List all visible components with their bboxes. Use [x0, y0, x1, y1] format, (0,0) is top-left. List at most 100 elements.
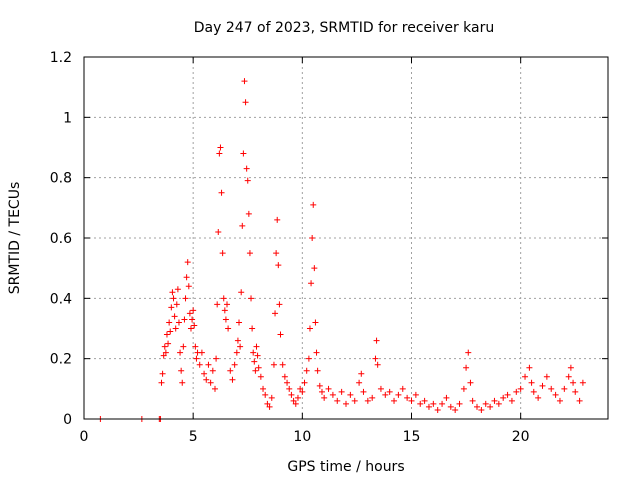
data-point [253, 343, 260, 350]
data-point [264, 400, 271, 407]
data-point [193, 355, 200, 362]
data-point [567, 364, 574, 371]
data-point [463, 364, 470, 371]
data-point [395, 391, 402, 398]
data-point [239, 222, 246, 229]
data-point [191, 322, 198, 329]
data-point [325, 385, 332, 392]
data-point [184, 259, 191, 266]
data-point [221, 307, 228, 314]
data-point [347, 391, 354, 398]
data-point [246, 250, 253, 257]
data-point [374, 361, 381, 368]
data-point [372, 355, 379, 362]
x-tick-label: 0 [80, 429, 89, 445]
data-point [207, 379, 214, 386]
data-point [517, 385, 524, 392]
data-point [179, 379, 186, 386]
data-point [175, 319, 182, 326]
data-point [308, 280, 315, 287]
data-point [447, 403, 454, 410]
data-point [262, 391, 269, 398]
data-point [290, 397, 297, 404]
data-point [561, 385, 568, 392]
data-point [251, 358, 258, 365]
data-point [172, 325, 179, 332]
data-point [178, 367, 185, 374]
data-point [268, 394, 275, 401]
data-point [225, 325, 232, 332]
data-point [169, 289, 176, 296]
data-point [167, 328, 174, 335]
data-point [313, 349, 320, 356]
data-point [305, 355, 312, 362]
data-point [201, 370, 208, 377]
data-point [369, 394, 376, 401]
data-point [579, 379, 586, 386]
data-points [97, 78, 586, 422]
data-point [166, 319, 173, 326]
data-point [177, 349, 184, 356]
data-point [266, 403, 273, 410]
data-point [170, 295, 177, 302]
data-point [180, 343, 187, 350]
data-point [452, 406, 459, 413]
y-tick-label: 1.2 [50, 50, 72, 66]
data-point [311, 265, 318, 272]
y-tick-label: 0.8 [50, 171, 72, 187]
data-point [535, 394, 542, 401]
data-point [467, 379, 474, 386]
data-point [161, 343, 168, 350]
data-point [187, 325, 194, 332]
data-point [186, 310, 193, 317]
data-point [231, 361, 238, 368]
data-point [443, 394, 450, 401]
data-point [222, 316, 229, 323]
data-point [189, 316, 196, 323]
data-point [165, 340, 172, 347]
x-tick-label: 10 [293, 429, 311, 445]
data-point [181, 316, 188, 323]
data-point [504, 391, 511, 398]
data-point [539, 382, 546, 389]
data-point [570, 379, 577, 386]
data-point [192, 343, 199, 350]
data-point [257, 373, 264, 380]
data-point [439, 400, 446, 407]
data-point [309, 235, 316, 241]
data-point [174, 286, 181, 293]
data-point [198, 349, 205, 356]
data-point [276, 301, 283, 308]
data-point [279, 361, 286, 368]
data-point [160, 352, 167, 359]
data-point [227, 367, 234, 374]
data-point [272, 310, 279, 317]
data-point [430, 400, 437, 407]
data-point [250, 349, 257, 356]
data-point [425, 403, 432, 410]
data-point [565, 373, 572, 380]
data-point [312, 319, 319, 326]
data-point [243, 165, 250, 172]
data-point [237, 343, 244, 350]
chart-title: Day 247 of 2023, SRMTID for receiver kar… [194, 20, 494, 36]
y-axis-label: SRMTID / TECUs [7, 182, 23, 295]
data-point [318, 388, 325, 395]
data-point [412, 391, 419, 398]
data-point [495, 400, 502, 407]
data-point [310, 201, 317, 208]
data-point [572, 388, 579, 395]
data-point [386, 388, 393, 395]
data-point [373, 337, 380, 344]
data-point [218, 189, 225, 196]
data-point [245, 210, 252, 217]
data-point [552, 391, 559, 398]
data-point [500, 394, 507, 401]
data-point [526, 364, 533, 371]
data-point [213, 355, 220, 362]
data-point [205, 361, 212, 368]
data-point [316, 382, 323, 389]
data-point [548, 385, 555, 392]
data-point [460, 385, 467, 392]
